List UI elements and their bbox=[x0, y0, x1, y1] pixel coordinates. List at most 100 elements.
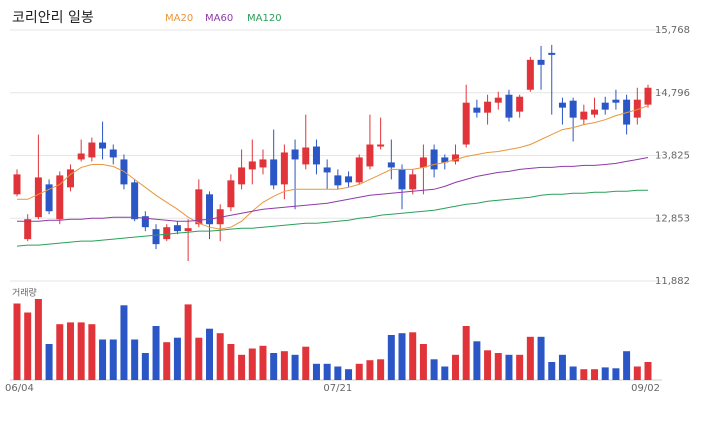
candle-body bbox=[462, 102, 470, 145]
volume-bar bbox=[120, 305, 128, 380]
candle-body bbox=[505, 94, 513, 118]
volume-bar bbox=[484, 350, 492, 380]
volume-bar bbox=[451, 354, 459, 380]
volume-bar bbox=[302, 346, 310, 380]
volume-bar bbox=[152, 326, 160, 380]
volume-bar bbox=[387, 335, 395, 380]
y-tick-label: 11,882 bbox=[655, 276, 690, 287]
volume-bar bbox=[623, 351, 631, 380]
volume-bar bbox=[601, 367, 609, 380]
volume-label: 거래량 bbox=[12, 287, 37, 299]
volume-bar bbox=[206, 328, 214, 380]
volume-bar bbox=[227, 344, 235, 380]
volume-bar bbox=[88, 324, 96, 380]
volume-bar bbox=[516, 354, 524, 380]
candle-body bbox=[302, 147, 310, 165]
candle-body bbox=[109, 149, 117, 158]
y-tick-label: 12,853 bbox=[655, 213, 690, 224]
volume-bar bbox=[99, 339, 107, 380]
candle-body bbox=[334, 175, 342, 186]
volume-bar bbox=[238, 354, 246, 380]
candle-body bbox=[366, 144, 374, 167]
candle-body bbox=[312, 146, 320, 165]
candle-body bbox=[409, 174, 417, 190]
candle-body bbox=[238, 167, 246, 185]
candle-body bbox=[248, 161, 256, 170]
candle-body bbox=[131, 182, 139, 220]
candle-body bbox=[77, 153, 85, 160]
candle-body bbox=[537, 59, 545, 65]
candle-body bbox=[206, 194, 214, 225]
candle-body bbox=[387, 162, 395, 168]
volume-bar bbox=[644, 362, 652, 380]
candle-body bbox=[323, 167, 331, 173]
candle-body bbox=[195, 189, 203, 225]
candle-body bbox=[569, 100, 577, 118]
volume-bar bbox=[548, 362, 556, 380]
candle-body bbox=[270, 159, 278, 186]
chart-title: 코리안리 일봉 bbox=[12, 10, 94, 26]
candle-body bbox=[473, 107, 481, 113]
candle-body bbox=[259, 159, 267, 168]
candle-body bbox=[163, 227, 171, 240]
x-tick-label: 06/04 bbox=[5, 383, 34, 394]
y-tick-label: 15,768 bbox=[655, 25, 690, 36]
candle-body bbox=[280, 152, 288, 185]
candle-body bbox=[526, 59, 534, 90]
volume-bar bbox=[526, 336, 534, 380]
candle-body bbox=[644, 87, 652, 105]
volume-bar bbox=[24, 312, 32, 380]
volume-bar bbox=[291, 354, 299, 380]
y-tick-label: 14,796 bbox=[655, 88, 690, 99]
volume-bar bbox=[366, 360, 374, 380]
volume-bar bbox=[216, 333, 224, 380]
volume-bar bbox=[462, 326, 470, 380]
volume-bar bbox=[612, 368, 620, 380]
volume-bar bbox=[419, 344, 427, 380]
volume-bar bbox=[195, 337, 203, 380]
candle-body bbox=[345, 176, 353, 183]
volume-bar bbox=[334, 366, 342, 380]
ma-line bbox=[17, 157, 649, 222]
candle-body bbox=[633, 99, 641, 118]
candle-body bbox=[451, 154, 459, 162]
volume-bar bbox=[141, 353, 149, 380]
candle-body bbox=[580, 111, 588, 120]
x-tick-label: 09/02 bbox=[631, 383, 660, 394]
candle-body bbox=[419, 157, 427, 168]
candle-body bbox=[24, 219, 32, 240]
volume-bar bbox=[569, 366, 577, 380]
volume-bar bbox=[312, 363, 320, 380]
candle-body bbox=[141, 216, 149, 228]
volume-bar bbox=[377, 359, 385, 380]
candle-body bbox=[152, 229, 160, 245]
volume-bar bbox=[34, 299, 42, 380]
volume-bar bbox=[280, 351, 288, 380]
candle-body bbox=[494, 97, 502, 103]
ma-line bbox=[17, 105, 649, 230]
candle-body bbox=[558, 102, 566, 108]
volume-bar bbox=[248, 348, 256, 380]
candle-body bbox=[184, 228, 192, 232]
volume-bar bbox=[163, 342, 171, 380]
volume-bar bbox=[45, 344, 53, 380]
volume-bar bbox=[131, 339, 139, 380]
volume-bar bbox=[558, 354, 566, 380]
candle-body bbox=[88, 142, 96, 158]
ma-line bbox=[16, 189, 648, 247]
candle-body bbox=[66, 169, 74, 188]
volume-bar bbox=[173, 337, 181, 380]
candle-body bbox=[601, 102, 609, 110]
volume-bar bbox=[56, 324, 64, 380]
legend-label: MA120 bbox=[247, 13, 282, 24]
volume-bar bbox=[537, 336, 545, 380]
candle-body bbox=[484, 101, 492, 113]
volume-bar bbox=[430, 359, 438, 380]
volume-bar bbox=[66, 322, 74, 380]
volume-bar bbox=[345, 369, 353, 380]
candle-body bbox=[34, 177, 42, 218]
candle-body bbox=[45, 184, 53, 212]
volume-bar bbox=[109, 339, 117, 380]
candle-body bbox=[227, 180, 235, 208]
